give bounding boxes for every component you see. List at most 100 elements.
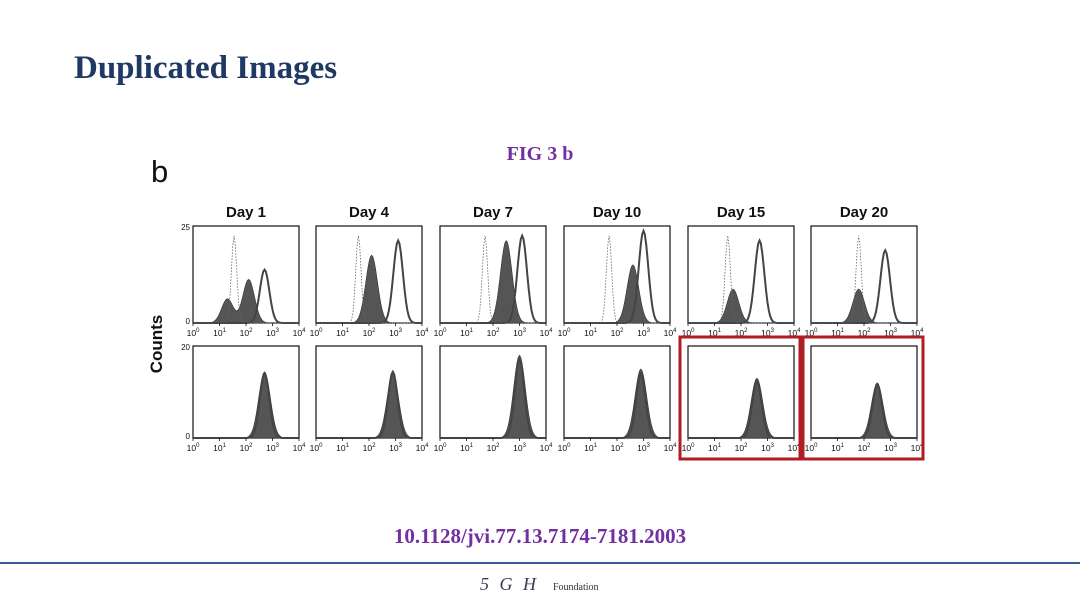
x-tick-label: 101: [584, 443, 597, 453]
histogram-panel: Day 4 100 101 102 103 104: [310, 204, 429, 338]
column-heading: Day 7: [473, 204, 513, 221]
x-tick-label: 101: [831, 328, 844, 338]
x-tick-label: 101: [213, 328, 226, 338]
y-tick-max: 25: [181, 223, 190, 232]
control-histogram: [564, 235, 670, 324]
x-tick-label: 103: [513, 328, 526, 338]
x-tick-label: 100: [558, 443, 571, 453]
x-tick-label: 104: [540, 443, 553, 453]
histogram-panel: Day 1 25 0 100 101 102 103 104: [181, 204, 306, 338]
y-tick-zero: 0: [186, 317, 191, 326]
y-axis-label: Counts: [147, 315, 166, 374]
x-tick-label: 104: [416, 443, 429, 453]
x-tick-label: 103: [266, 443, 279, 453]
x-tick-label: 101: [708, 328, 721, 338]
footer-rule: [0, 562, 1080, 564]
slide-title: Duplicated Images: [74, 50, 338, 86]
histogram-panel: Day 20 100 101 102 103 104: [805, 204, 924, 338]
x-tick-label: 100: [805, 443, 818, 453]
x-tick-label: 100: [805, 328, 818, 338]
histogram-panel: 100 101 102 103 104: [558, 345, 677, 453]
panel-frame: [192, 345, 300, 439]
x-tick-label: 100: [310, 443, 323, 453]
x-tick-label: 103: [884, 443, 897, 453]
outline-histogram: [564, 228, 671, 324]
x-tick-label: 100: [682, 328, 695, 338]
panel-frame: [810, 345, 918, 439]
y-tick-zero: 0: [186, 432, 191, 441]
panel-frame: [687, 345, 795, 439]
logo-mark: 5 G H: [480, 574, 539, 594]
x-tick-label: 101: [213, 443, 226, 453]
x-tick-label: 101: [460, 443, 473, 453]
x-tick-label: 102: [240, 443, 253, 453]
panel-frame: [563, 225, 671, 324]
x-tick-label: 102: [735, 443, 748, 453]
x-tick-label: 103: [637, 328, 650, 338]
x-tick-label: 100: [682, 443, 695, 453]
column-heading: Day 10: [593, 204, 641, 221]
histogram-panel: 100 101 102 103 104: [310, 345, 429, 453]
panel-frame: [439, 225, 547, 324]
x-tick-label: 102: [363, 328, 376, 338]
x-tick-label: 100: [558, 328, 571, 338]
histogram-panel: 100 101 102 103 104: [805, 345, 924, 453]
histogram-panel: Day 7 100 101 102 103 104: [434, 204, 553, 338]
x-tick-label: 100: [187, 443, 200, 453]
x-tick-label: 103: [389, 328, 402, 338]
x-tick-label: 102: [363, 443, 376, 453]
x-tick-label: 101: [460, 328, 473, 338]
x-tick-label: 104: [664, 328, 677, 338]
histogram-panel: 20 0 100 101 102 103 104: [181, 343, 306, 453]
x-tick-label: 100: [434, 328, 447, 338]
x-tick-label: 103: [761, 328, 774, 338]
x-tick-label: 101: [336, 328, 349, 338]
x-tick-label: 104: [416, 328, 429, 338]
panel-frame: [563, 345, 671, 439]
x-tick-label: 104: [788, 328, 801, 338]
x-tick-label: 104: [911, 328, 924, 338]
outline-histogram: [688, 379, 794, 439]
histogram-panel: 100 101 102 103 104: [434, 345, 553, 453]
x-tick-label: 102: [240, 328, 253, 338]
column-heading: Day 4: [349, 204, 390, 221]
histogram-panel: Day 10 100 101 102 103 104: [558, 204, 677, 338]
outline-histogram: [193, 371, 299, 439]
histogram-panel: 100 101 102 103 104: [682, 345, 801, 453]
x-tick-label: 104: [293, 328, 306, 338]
x-tick-label: 100: [310, 328, 323, 338]
x-tick-label: 103: [884, 328, 897, 338]
foundation-logo: 5 G H Foundation: [480, 574, 599, 602]
logo-text: Foundation: [553, 582, 599, 593]
x-tick-label: 101: [336, 443, 349, 453]
x-tick-label: 102: [735, 328, 748, 338]
x-tick-label: 102: [611, 328, 624, 338]
x-tick-label: 101: [708, 443, 721, 453]
column-heading: Day 15: [717, 204, 765, 221]
x-tick-label: 102: [858, 328, 871, 338]
x-tick-label: 104: [664, 443, 677, 453]
x-tick-label: 101: [831, 443, 844, 453]
outline-histogram: [440, 357, 547, 439]
panel-letter: b: [151, 154, 168, 189]
x-tick-label: 100: [434, 443, 447, 453]
x-tick-label: 102: [487, 443, 500, 453]
control-histogram: [811, 235, 917, 324]
control-histogram: [440, 235, 546, 324]
outline-histogram: [811, 382, 917, 439]
duplicate-highlight-box: [678, 335, 802, 461]
outline-histogram: [564, 371, 670, 439]
control-histogram: [688, 235, 794, 324]
x-tick-label: 102: [858, 443, 871, 453]
x-tick-label: 100: [187, 328, 200, 338]
x-tick-label: 103: [513, 443, 526, 453]
x-tick-label: 103: [761, 443, 774, 453]
column-heading: Day 20: [840, 204, 888, 221]
outline-histogram: [811, 247, 917, 324]
control-histogram: [193, 235, 299, 324]
x-tick-label: 103: [637, 443, 650, 453]
figure-caption: FIG 3 b: [506, 143, 574, 165]
x-tick-label: 103: [389, 443, 402, 453]
histogram-panel: Day 15 100 101 102 103 104: [682, 204, 801, 338]
